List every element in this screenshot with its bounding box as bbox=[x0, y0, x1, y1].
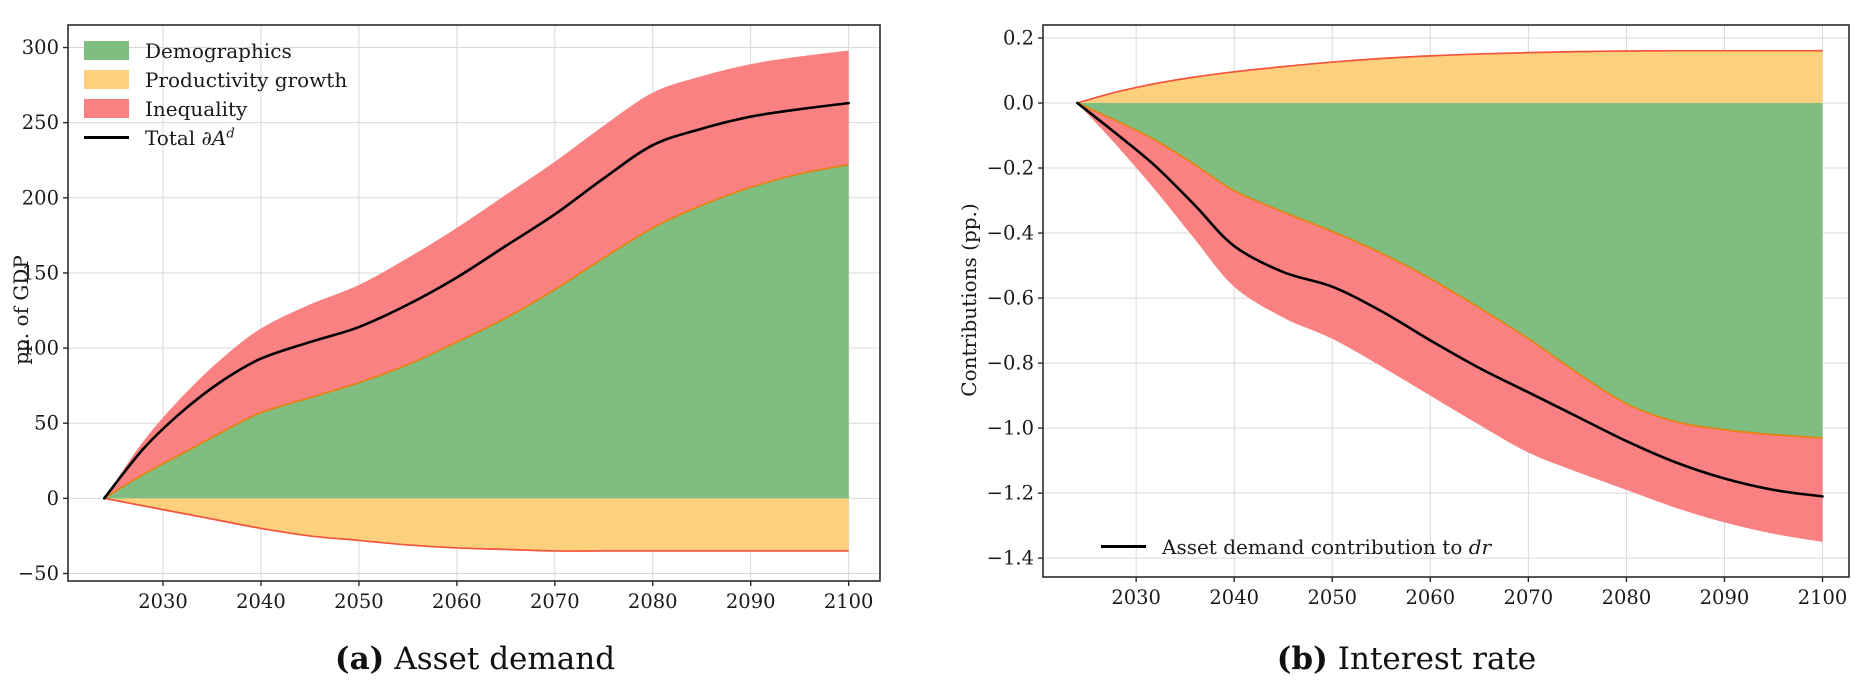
contribution-line-sample bbox=[1101, 545, 1146, 548]
asset-demand-chart: 2030 2040 2050 2060 2070 2080 2090 2100 300 250 20… bbox=[18, 24, 881, 613]
legend-label: Inequality bbox=[145, 96, 248, 121]
demographics-swatch bbox=[84, 41, 129, 60]
band-inequality bbox=[104, 50, 849, 499]
y-tick-label: 100 bbox=[22, 337, 59, 360]
legend-label: Total ∂Ad bbox=[145, 125, 235, 150]
productivity-edge-line bbox=[1077, 49, 1823, 104]
y-tick-label: −1.4 bbox=[987, 547, 1034, 570]
y-tick-label: −0.4 bbox=[987, 222, 1034, 245]
y-tick-label: −0.6 bbox=[987, 287, 1034, 310]
y-tick-label: 150 bbox=[22, 261, 59, 284]
y-axis-label-interest-rate: Contributions (pp.) bbox=[957, 203, 981, 397]
axis-ticks: 2030 2040 2050 2060 2070 2080 2090 2100 300 250 20… bbox=[18, 36, 874, 613]
legend-asset-demand: Demographics Productivity growth Inequal… bbox=[84, 36, 347, 152]
area-productivity-growth bbox=[1077, 50, 1823, 104]
x-tick-label: 2050 bbox=[1307, 586, 1357, 609]
x-tick-label: 2070 bbox=[1504, 586, 1554, 609]
legend-item-total: Total ∂Ad bbox=[84, 123, 347, 152]
axis-ticks: 2030 2040 2050 2060 2070 2080 2090 2100 0.2 0.0 −0… bbox=[987, 27, 1848, 609]
y-tick-label: −0.2 bbox=[987, 157, 1034, 180]
band-inequality bbox=[1077, 103, 1823, 542]
y-axis-label-asset-demand: pp. of GDP bbox=[9, 255, 33, 365]
legend-item-inequality: Inequality bbox=[84, 94, 347, 123]
total-line bbox=[102, 101, 850, 500]
y-tick-label: 300 bbox=[22, 36, 59, 59]
x-tick-label: 2070 bbox=[530, 590, 580, 613]
area-productivity-growth bbox=[104, 498, 849, 552]
y-tick-label: −50 bbox=[18, 562, 59, 585]
inequality-swatch bbox=[84, 99, 129, 118]
caption-asset-demand: (a) Asset demand bbox=[334, 641, 616, 677]
legend-item-asset-demand-contribution: Asset demand contribution to dr bbox=[1101, 532, 1491, 561]
y-tick-label: 0 bbox=[47, 487, 59, 510]
x-tick-label: 2090 bbox=[1700, 586, 1750, 609]
x-tick-label: 2080 bbox=[628, 590, 678, 613]
productivity-swatch bbox=[84, 70, 129, 89]
x-tick-label: 2050 bbox=[334, 590, 384, 613]
x-tick-label: 2040 bbox=[236, 590, 286, 613]
y-tick-label: −0.8 bbox=[987, 352, 1034, 375]
interest-rate-chart: 2030 2040 2050 2060 2070 2080 2090 2100 0.2 0.0 −0… bbox=[987, 24, 1850, 609]
legend-label: Demographics bbox=[145, 38, 292, 63]
y-tick-label: 250 bbox=[22, 111, 59, 134]
x-tick-label: 2030 bbox=[138, 590, 188, 613]
x-tick-label: 2100 bbox=[824, 590, 874, 613]
total-line bbox=[1076, 101, 1824, 498]
x-tick-label: 2030 bbox=[1111, 586, 1161, 609]
legend-interest-rate: Asset demand contribution to dr bbox=[1101, 532, 1491, 561]
demographics-edge-line bbox=[1076, 102, 1823, 439]
x-tick-label: 2060 bbox=[1405, 586, 1455, 609]
legend-label: Asset demand contribution to dr bbox=[1162, 534, 1492, 559]
x-tick-label: 2090 bbox=[726, 590, 776, 613]
demographics-edge-line bbox=[103, 163, 849, 500]
plot-border bbox=[67, 24, 881, 582]
area-demographics bbox=[104, 164, 849, 499]
y-tick-label: −1.0 bbox=[987, 417, 1034, 440]
plot-border bbox=[1042, 24, 1850, 578]
caption-interest-rate: (b) Interest rate bbox=[1276, 641, 1537, 677]
x-tick-label: 2040 bbox=[1209, 586, 1259, 609]
area-demographics bbox=[1077, 103, 1823, 438]
y-tick-label: 0.2 bbox=[1003, 27, 1034, 50]
x-tick-label: 2100 bbox=[1798, 586, 1848, 609]
legend-item-productivity: Productivity growth bbox=[84, 65, 347, 94]
total-line-sample bbox=[84, 136, 129, 139]
x-tick-label: 2080 bbox=[1602, 586, 1652, 609]
y-tick-label: 200 bbox=[22, 186, 59, 209]
legend-label: Productivity growth bbox=[145, 67, 348, 92]
y-tick-label: 50 bbox=[34, 412, 59, 435]
legend-item-demographics: Demographics bbox=[84, 36, 347, 65]
productivity-edge-line bbox=[104, 497, 849, 552]
x-tick-label: 2060 bbox=[432, 590, 482, 613]
y-tick-label: 0.0 bbox=[1003, 92, 1034, 115]
y-tick-label: −1.2 bbox=[987, 482, 1034, 505]
